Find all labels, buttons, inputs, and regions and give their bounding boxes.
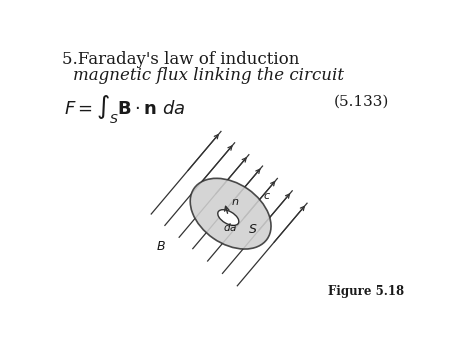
Text: $n$: $n$ bbox=[230, 197, 239, 207]
Text: $S$: $S$ bbox=[248, 223, 257, 236]
Ellipse shape bbox=[218, 210, 239, 225]
Text: $F = \int_S \mathbf{B} \cdot \mathbf{n}\ da$: $F = \int_S \mathbf{B} \cdot \mathbf{n}\… bbox=[64, 93, 186, 125]
Text: $c$: $c$ bbox=[263, 191, 271, 201]
Text: magnetic flux linking the circuit: magnetic flux linking the circuit bbox=[73, 67, 344, 84]
Text: Figure 5.18: Figure 5.18 bbox=[328, 285, 404, 298]
Text: $B$: $B$ bbox=[156, 240, 166, 253]
Text: $da$: $da$ bbox=[223, 221, 237, 233]
Ellipse shape bbox=[190, 178, 271, 249]
Text: 5.Faraday's law of induction: 5.Faraday's law of induction bbox=[63, 51, 300, 68]
Text: (5.133): (5.133) bbox=[334, 95, 390, 109]
